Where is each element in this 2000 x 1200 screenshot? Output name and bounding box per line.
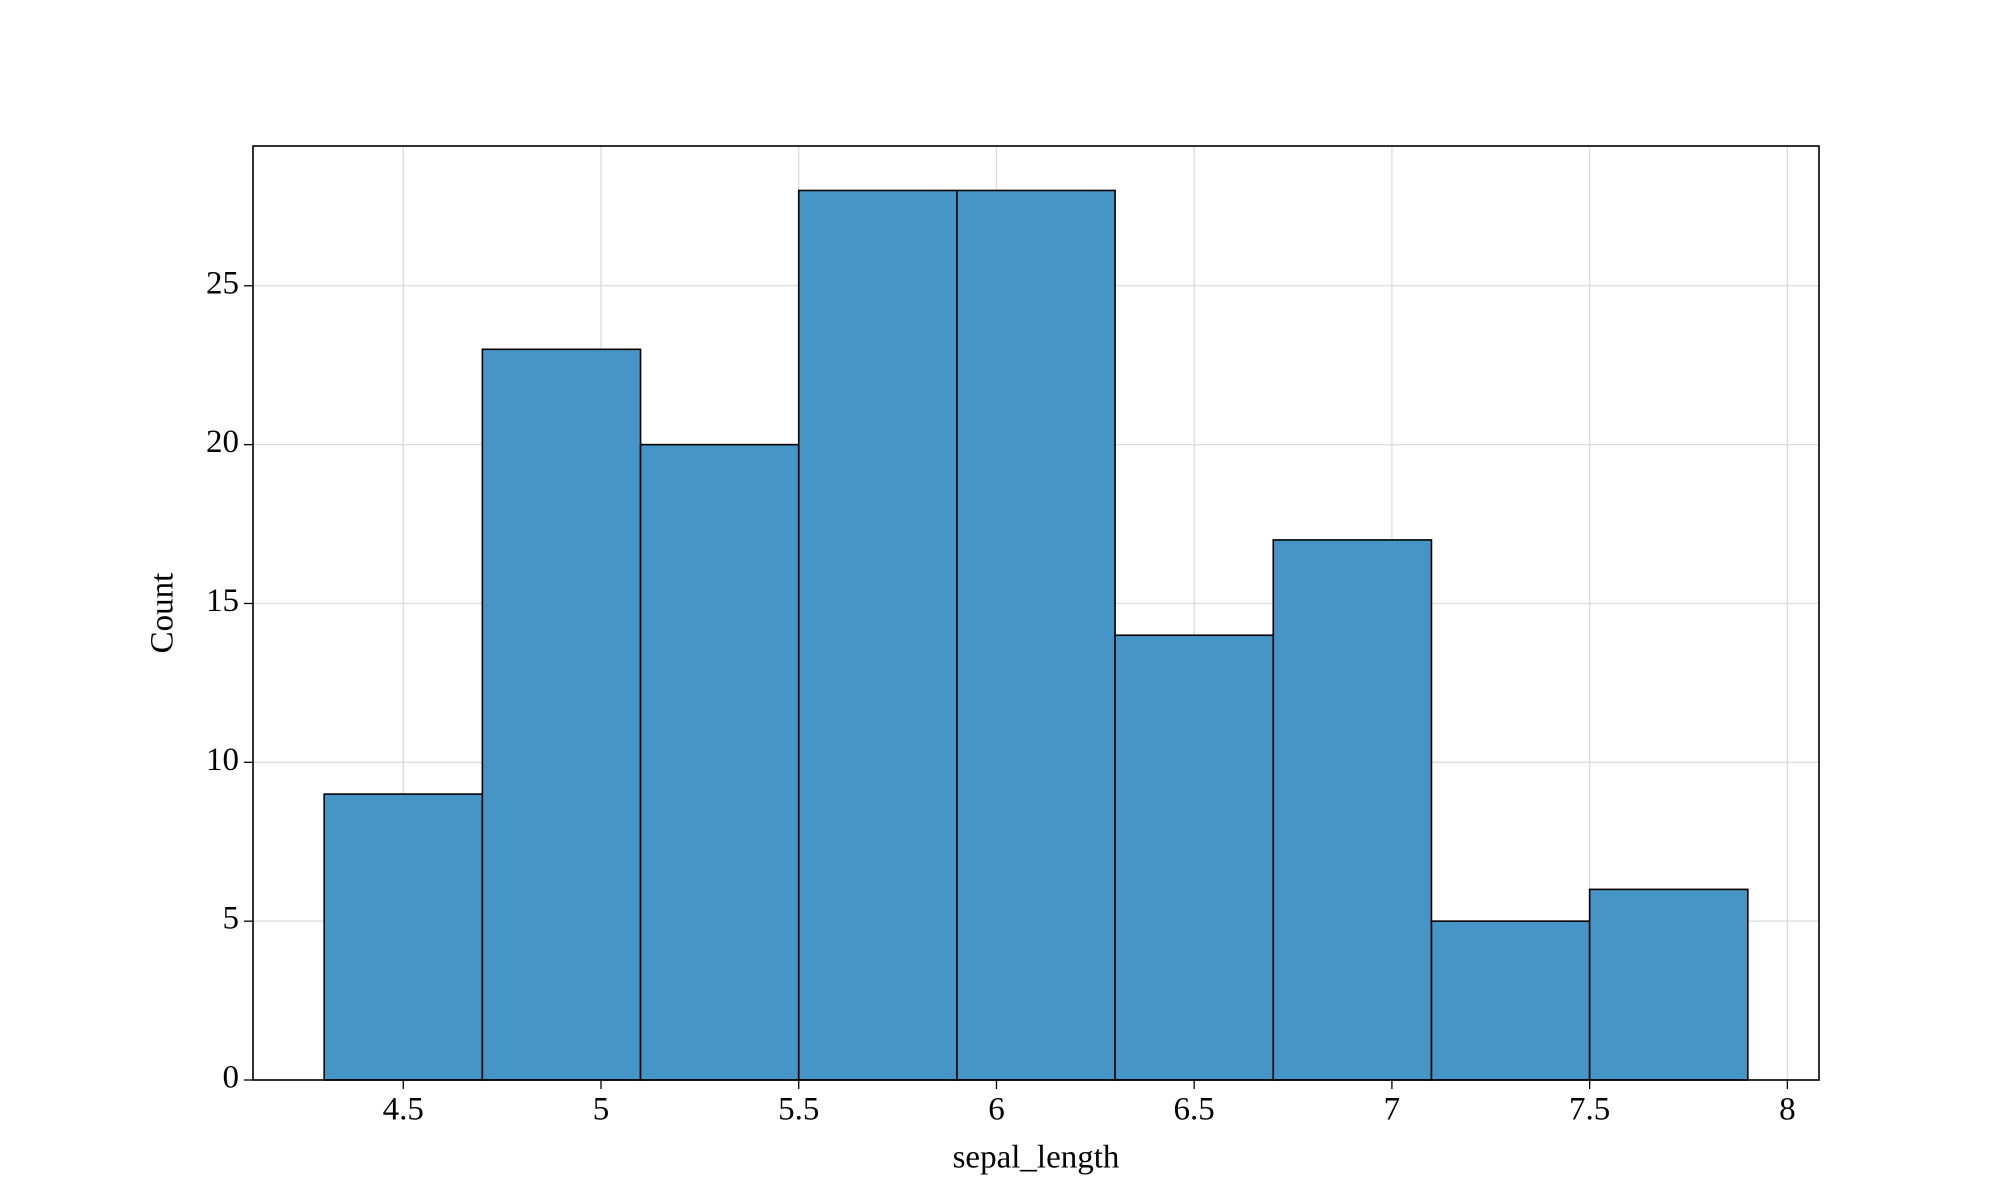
bar (1430, 920, 1591, 1081)
x-axis-label: sepal_length (953, 1140, 1120, 1176)
bar (1114, 634, 1275, 1081)
bar (1272, 539, 1433, 1081)
y-tick-label: 5 (223, 901, 240, 937)
x-tick-label: 6.5 (1174, 1092, 1215, 1128)
x-tick-label: 8 (1779, 1092, 1796, 1128)
x-tick-label: 6 (988, 1092, 1005, 1128)
x-tick-label: 7.5 (1569, 1092, 1610, 1128)
y-axis-label: Count (145, 573, 181, 654)
y-tick-label: 0 (223, 1060, 240, 1096)
x-tick-label: 7 (1384, 1092, 1401, 1128)
y-tick-label: 15 (206, 583, 239, 619)
x-tick-label: 4.5 (383, 1092, 424, 1128)
x-tick-label: 5.5 (778, 1092, 819, 1128)
y-tick-label: 10 (206, 742, 239, 778)
y-tick-label: 20 (206, 424, 239, 460)
bar (481, 348, 642, 1081)
bar (956, 189, 1116, 1081)
bar (1588, 888, 1749, 1081)
bar (797, 189, 958, 1081)
x-tick-label: 5 (593, 1092, 610, 1128)
bar (639, 443, 800, 1081)
bar (323, 793, 484, 1081)
y-tick-label: 25 (206, 265, 239, 301)
plot-frame (252, 145, 1820, 1081)
